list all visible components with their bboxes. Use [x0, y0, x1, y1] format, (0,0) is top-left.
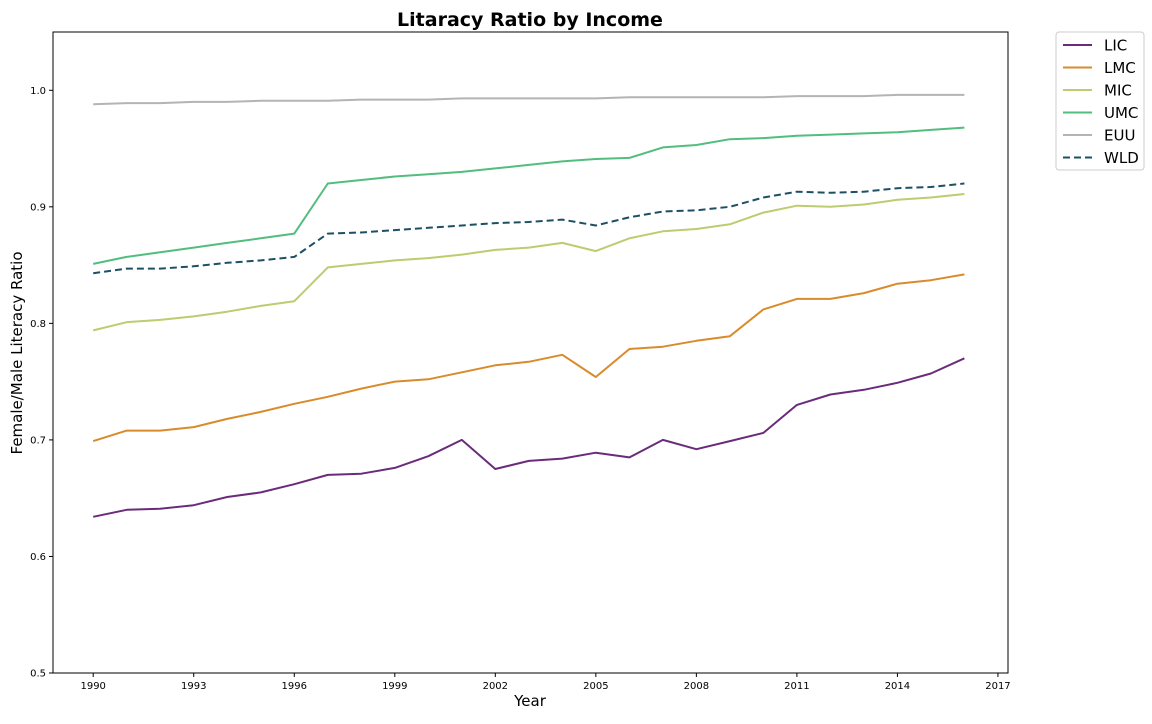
chart-title: Litaracy Ratio by Income [397, 9, 663, 31]
series-line-lic [92, 357, 965, 518]
x-tick-label: 1999 [382, 681, 407, 692]
series-line-euu [93, 93, 965, 106]
legend-label-wld: WLD [1104, 149, 1139, 167]
x-tick-label: 1993 [181, 681, 206, 692]
y-tick-label: 0.8 [30, 319, 46, 330]
series-line-mic [92, 193, 965, 332]
legend-label-umc: UMC [1104, 104, 1138, 122]
legend-label-lmc: LMC [1104, 59, 1136, 77]
y-axis: 0.5 0.6 0.7 0.8 0.9 1.0 [30, 86, 53, 680]
series-lines [92, 93, 965, 518]
x-tick-label: 2002 [483, 681, 508, 692]
legend-label-lic: LIC [1104, 37, 1127, 55]
y-tick-label: 0.9 [30, 202, 46, 213]
series-line-lmc [92, 273, 965, 443]
x-tick-label: 2005 [583, 681, 608, 692]
x-tick-label: 2017 [985, 681, 1010, 692]
y-tick-label: 0.5 [30, 669, 46, 680]
x-axis: 1990 1993 1996 1999 2002 2005 2008 2011 2014 2017 [80, 673, 1011, 692]
x-tick-label: 2008 [684, 681, 709, 692]
x-tick-label: 2011 [784, 681, 809, 692]
plot-area [52, 31, 1009, 674]
series-line-umc [92, 126, 965, 265]
y-axis-label: Female/Male Literacy Ratio [8, 252, 26, 455]
x-tick-label: 1996 [282, 681, 307, 692]
y-tick-label: 0.6 [30, 552, 46, 563]
legend-label-euu: EUU [1104, 127, 1135, 145]
x-tick-label: 2014 [885, 681, 910, 692]
x-tick-label: 1990 [80, 681, 105, 692]
x-axis-label: Year [513, 692, 547, 710]
y-tick-label: 0.7 [30, 435, 46, 446]
y-tick-label: 1.0 [30, 86, 46, 97]
legend-label-mic: MIC [1104, 82, 1132, 100]
legend: LIC LMC MIC UMC EUU WLD [1055, 31, 1145, 171]
series-line-wld [93, 182, 965, 275]
